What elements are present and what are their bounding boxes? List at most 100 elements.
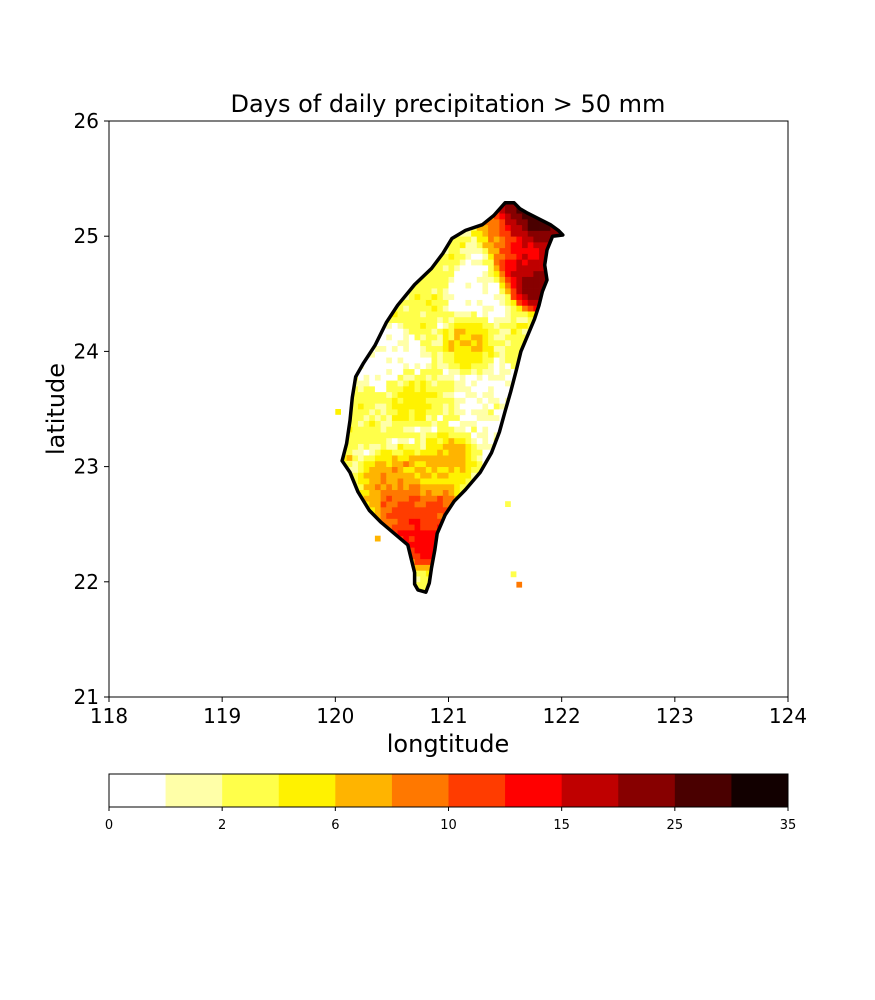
grid-cell [357,385,365,393]
grid-cell [488,311,495,318]
grid-cell [352,409,359,416]
grid-cell [403,518,410,525]
grid-cell [459,282,466,289]
grid-cell [403,489,410,496]
grid-cell [420,339,427,347]
grid-cell [431,466,438,473]
grid-cell [499,322,506,329]
grid-cell [505,247,512,254]
grid-cell [437,501,444,508]
grid-cell [374,495,381,502]
grid-cell [414,501,421,508]
grid-cell [459,253,466,260]
grid-cell [431,380,438,387]
grid-cell [431,345,438,352]
grid-cell [346,437,353,444]
grid-cell [522,253,529,260]
grid-cell [471,322,478,329]
grid-cell [391,339,398,347]
grid-cell [420,489,427,496]
grid-cell [454,426,461,433]
grid-cell [499,247,506,254]
grid-cell [357,449,365,456]
grid-cell [454,489,461,496]
grid-cell [425,391,432,398]
grid-cell [431,299,438,306]
grid-cell [476,230,483,237]
grid-cell [414,443,421,450]
grid-cell [505,230,512,237]
grid-cell [414,460,421,467]
grid-cell [437,345,444,352]
grid-cell [527,236,534,243]
grid-cell [420,443,427,450]
grid-cell [448,455,455,462]
grid-cell [420,518,427,525]
grid-cell [408,518,415,525]
grid-cell [374,409,381,416]
colorbar-tick-label: 0 [105,818,113,833]
grid-cell [386,345,393,352]
grid-cell [465,362,472,370]
grid-cell [488,230,495,237]
grid-cell [482,449,489,456]
grid-cell [442,299,449,306]
grid-cell [437,316,444,323]
grid-cell [527,218,534,226]
grid-cell [488,362,495,370]
grid-cell [493,236,500,243]
grid-cell [522,230,529,237]
grid-cell [414,478,421,485]
grid-cell [482,311,489,318]
grid-cell [505,380,512,387]
grid-cell [471,316,478,323]
grid-cell [527,316,534,323]
grid-cell [482,414,489,421]
grid-cell [499,362,506,370]
grid-cell [465,241,472,249]
grid-cell [442,409,449,416]
grid-cell [425,380,432,387]
grid-cell [488,293,495,300]
grid-cell [459,385,466,393]
grid-cell [442,478,449,485]
grid-cell [459,460,466,467]
colorbar-swatch [391,774,449,807]
grid-cell [471,241,478,249]
grid-cell [397,328,404,335]
grid-cell [425,357,432,364]
grid-cell [408,391,415,398]
grid-cell [482,241,489,249]
grid-cell [437,334,444,341]
y-tick-label: 23 [74,455,99,479]
grid-cell [346,432,353,439]
grid-cell [448,472,455,479]
grid-cell [374,391,381,398]
grid-cell [499,230,506,237]
grid-cell [408,541,415,548]
grid-cell [488,351,495,358]
grid-cell [386,478,393,485]
grid-cell [397,432,404,439]
grid-cell [380,478,387,485]
grid-cell [391,357,398,364]
grid-cell [437,420,444,427]
grid-cell [403,380,410,387]
grid-cell [425,472,432,479]
grid-cell [352,403,359,410]
grid-cell [505,328,512,335]
grid-cell [539,241,546,249]
grid-cell [414,558,421,565]
grid-cell [414,547,421,554]
grid-cell [488,305,495,312]
grid-cell [454,455,461,462]
grid-cell [454,420,461,427]
grid-cell [420,293,427,300]
grid-cell [420,328,427,335]
grid-cell [482,299,489,306]
grid-cell [454,334,461,341]
grid-cell [476,253,483,260]
grid-cell [408,524,415,531]
grid-cell [420,397,427,404]
grid-cell [442,339,449,347]
